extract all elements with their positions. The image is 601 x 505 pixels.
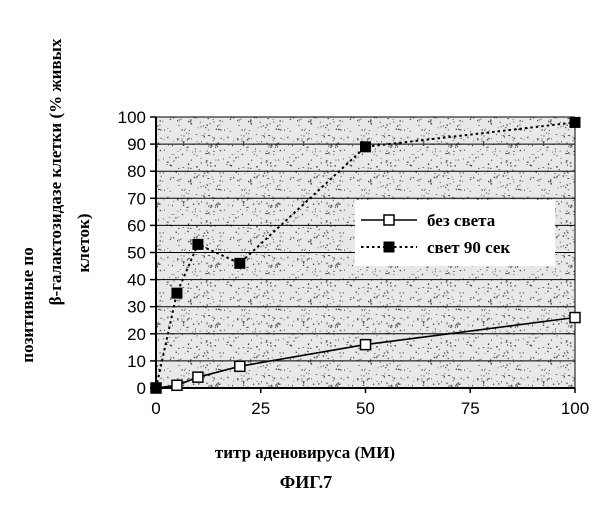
series-2-point-1 xyxy=(171,288,182,299)
x-axis-title: титр аденовируса (МИ) xyxy=(215,443,395,462)
x-tick-label-0: 0 xyxy=(151,399,160,418)
y-axis-title-line-2: β-галактозидазе клетки (% живых xyxy=(46,38,65,305)
y-axis-title-line-1: позитивные по xyxy=(18,247,37,362)
x-tick-label-75: 75 xyxy=(461,399,480,418)
x-tick-label-100: 100 xyxy=(561,399,589,418)
figure-caption: ФИГ.7 xyxy=(280,472,332,492)
y-tick-label-40: 40 xyxy=(127,271,146,290)
series-2-point-3 xyxy=(234,258,245,269)
y-axis-title-line-3: клеток) xyxy=(74,214,93,273)
x-tick-label-50: 50 xyxy=(356,399,375,418)
series-1-point-4 xyxy=(361,340,371,350)
legend-marker-1 xyxy=(384,215,394,225)
y-tick-label-60: 60 xyxy=(127,216,146,235)
series-2-point-2 xyxy=(192,239,203,250)
y-tick-label-10: 10 xyxy=(127,352,146,371)
y-tick-label-70: 70 xyxy=(127,189,146,208)
legend-marker-2 xyxy=(384,242,395,253)
y-tick-label-100: 100 xyxy=(118,108,146,127)
y-tick-label-80: 80 xyxy=(127,162,146,181)
y-tick-label-90: 90 xyxy=(127,135,146,154)
legend-label-2: свет 90 сек xyxy=(427,238,510,257)
y-tick-label-0: 0 xyxy=(137,379,146,398)
y-tick-label-20: 20 xyxy=(127,325,146,344)
y-tick-label-30: 30 xyxy=(127,298,146,317)
y-tick-label-50: 50 xyxy=(127,244,146,263)
series-1-point-2 xyxy=(193,372,203,382)
series-2-point-4 xyxy=(360,141,371,152)
series-2-point-0 xyxy=(151,383,162,394)
series-1-point-1 xyxy=(172,380,182,390)
x-tick-label-25: 25 xyxy=(251,399,270,418)
series-2-point-5 xyxy=(570,117,581,128)
series-1-point-5 xyxy=(570,313,580,323)
legend-label-1: без света xyxy=(427,211,496,230)
series-1-point-3 xyxy=(235,361,245,371)
